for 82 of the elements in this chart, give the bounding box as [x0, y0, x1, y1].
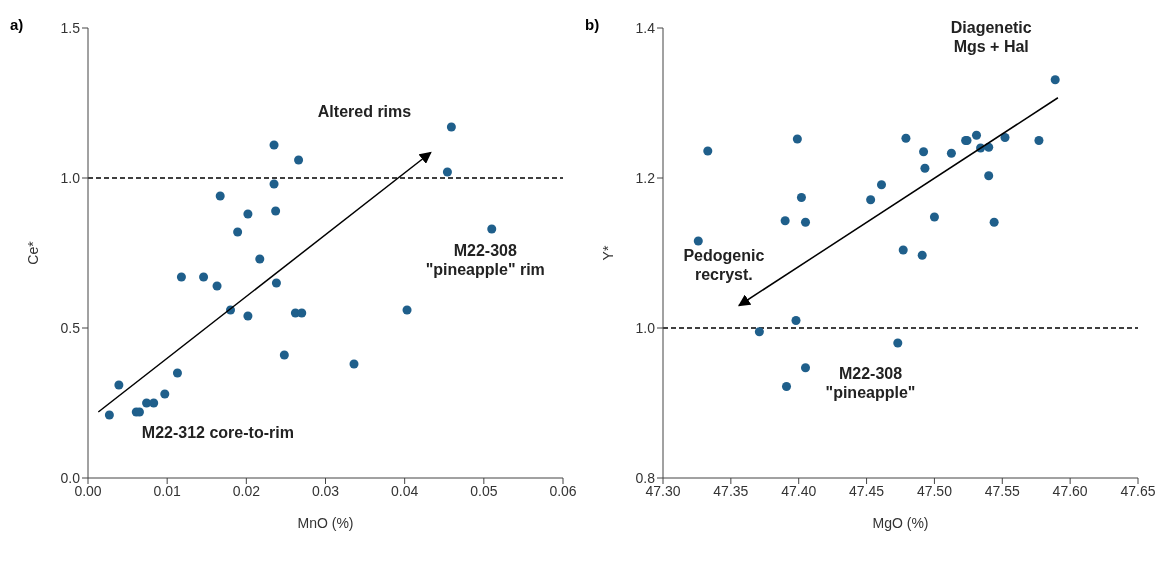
point [796, 192, 806, 203]
point [781, 381, 792, 392]
x-axis-title: MgO (%) [872, 515, 929, 531]
y-tick-label: 1.5 [60, 19, 81, 36]
point [269, 140, 279, 150]
point [800, 363, 811, 373]
annotation: M22-308 "pineapple" rim [425, 241, 545, 278]
y-tick-label: 1.0 [60, 169, 81, 186]
point [172, 368, 182, 378]
annotation: Altered rims [317, 102, 412, 120]
y-tick-label: 1.2 [635, 169, 656, 186]
point [1034, 135, 1044, 146]
point [487, 224, 497, 234]
x-tick-label: 47.55 [984, 482, 1021, 499]
point [176, 272, 186, 282]
x-tick-label: 0.04 [391, 482, 419, 499]
point [271, 206, 281, 216]
point [271, 278, 281, 288]
point [898, 245, 908, 255]
chart-title: a) [10, 16, 24, 33]
x-tick-label: 47.65 [1120, 482, 1156, 499]
point [114, 380, 124, 390]
point [160, 389, 170, 399]
x-tick-label: 47.60 [1052, 482, 1088, 499]
point [754, 327, 764, 337]
x-tick-label: 47.50 [916, 482, 953, 499]
annotation: M22-308 "pineapple" [825, 365, 916, 402]
point [693, 236, 703, 246]
point [984, 171, 994, 181]
point [866, 195, 876, 205]
point [780, 216, 790, 226]
point [989, 217, 999, 227]
chart-title: b) [585, 16, 600, 33]
point [791, 315, 801, 326]
point [255, 254, 265, 264]
point [149, 398, 159, 408]
x-tick-label: 47.35 [713, 482, 749, 499]
annotation: Pedogenic recryst. [683, 247, 765, 284]
point [297, 308, 307, 318]
x-tick-label: 0.03 [311, 482, 340, 499]
x-axis-title: MnO (%) [297, 515, 354, 531]
annotation: M22-312 core-to-rim [141, 424, 294, 442]
point [920, 163, 930, 173]
x-tick-label: 0.01 [153, 482, 181, 499]
x-tick-label: 47.45 [849, 482, 885, 499]
point [901, 133, 911, 143]
y-tick-label: 0.5 [60, 319, 81, 336]
point [929, 212, 939, 222]
y-axis-title: Ce* [24, 240, 41, 265]
point [919, 147, 929, 157]
point [446, 122, 456, 132]
point [269, 179, 279, 189]
point [104, 410, 114, 420]
point [792, 134, 802, 144]
point [703, 146, 713, 156]
point [243, 209, 253, 219]
x-tick-label: 47.40 [781, 482, 817, 499]
x-tick-label: 0.05 [470, 482, 498, 499]
x-tick-label: 0.06 [549, 482, 577, 499]
point [233, 227, 243, 237]
y-tick-label: 1.0 [635, 319, 656, 336]
point [893, 338, 903, 348]
y-axis-title: Y* [599, 245, 616, 261]
point [946, 148, 956, 158]
y-tick-label: 1.4 [635, 19, 656, 36]
point [199, 272, 209, 282]
annotation: Diagenetic Mgs + Hal [950, 18, 1032, 55]
point [215, 191, 225, 201]
point [442, 167, 452, 177]
point [1050, 75, 1060, 85]
point [279, 350, 289, 360]
point [243, 311, 253, 321]
x-tick-label: 0.02 [232, 482, 261, 499]
point [349, 359, 359, 369]
point [212, 281, 222, 291]
point [971, 130, 982, 140]
point [1000, 132, 1010, 143]
point [402, 305, 412, 315]
point [876, 180, 887, 190]
point [294, 155, 304, 165]
point [800, 217, 811, 227]
point [917, 250, 927, 260]
